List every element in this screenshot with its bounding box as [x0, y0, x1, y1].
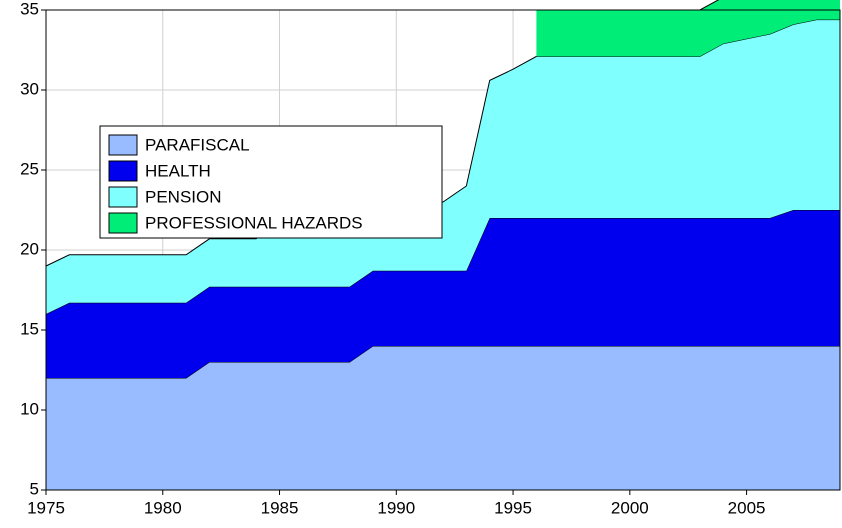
legend-swatch [108, 212, 138, 234]
legend-label: PROFESSIONAL HAZARDS [145, 213, 363, 232]
legend-swatch [108, 134, 138, 156]
x-tick-label: 2005 [728, 498, 766, 517]
area [536, 0, 840, 57]
legend-swatch [108, 186, 138, 208]
area [46, 346, 840, 490]
legend-label: HEALTH [145, 161, 211, 180]
y-tick-label: 10 [20, 399, 39, 418]
legend: PARAFISCAL HEALTH PENSION PROFESSIONAL HAZA… [99, 125, 443, 239]
legend-swatch [108, 160, 138, 182]
x-tick-label: 1985 [261, 498, 299, 517]
legend-box [99, 125, 443, 239]
y-tick-label: 20 [20, 239, 39, 258]
area [46, 210, 840, 378]
x-tick-label: 1980 [144, 498, 182, 517]
x-tick-label: 1995 [494, 498, 532, 517]
x-tick-label: 2000 [611, 498, 649, 517]
y-tick-label: 5 [30, 479, 39, 498]
legend-label: PENSION [145, 187, 222, 206]
x-tick-label: 1990 [377, 498, 415, 517]
y-tick-label: 25 [20, 159, 39, 178]
area [46, 19, 840, 314]
legend-label: PARAFISCAL [145, 135, 250, 154]
x-tick-label: 1975 [27, 498, 65, 517]
y-tick-label: 35 [20, 0, 39, 18]
y-tick-label: 30 [20, 79, 39, 98]
y-tick-label: 15 [20, 319, 39, 338]
